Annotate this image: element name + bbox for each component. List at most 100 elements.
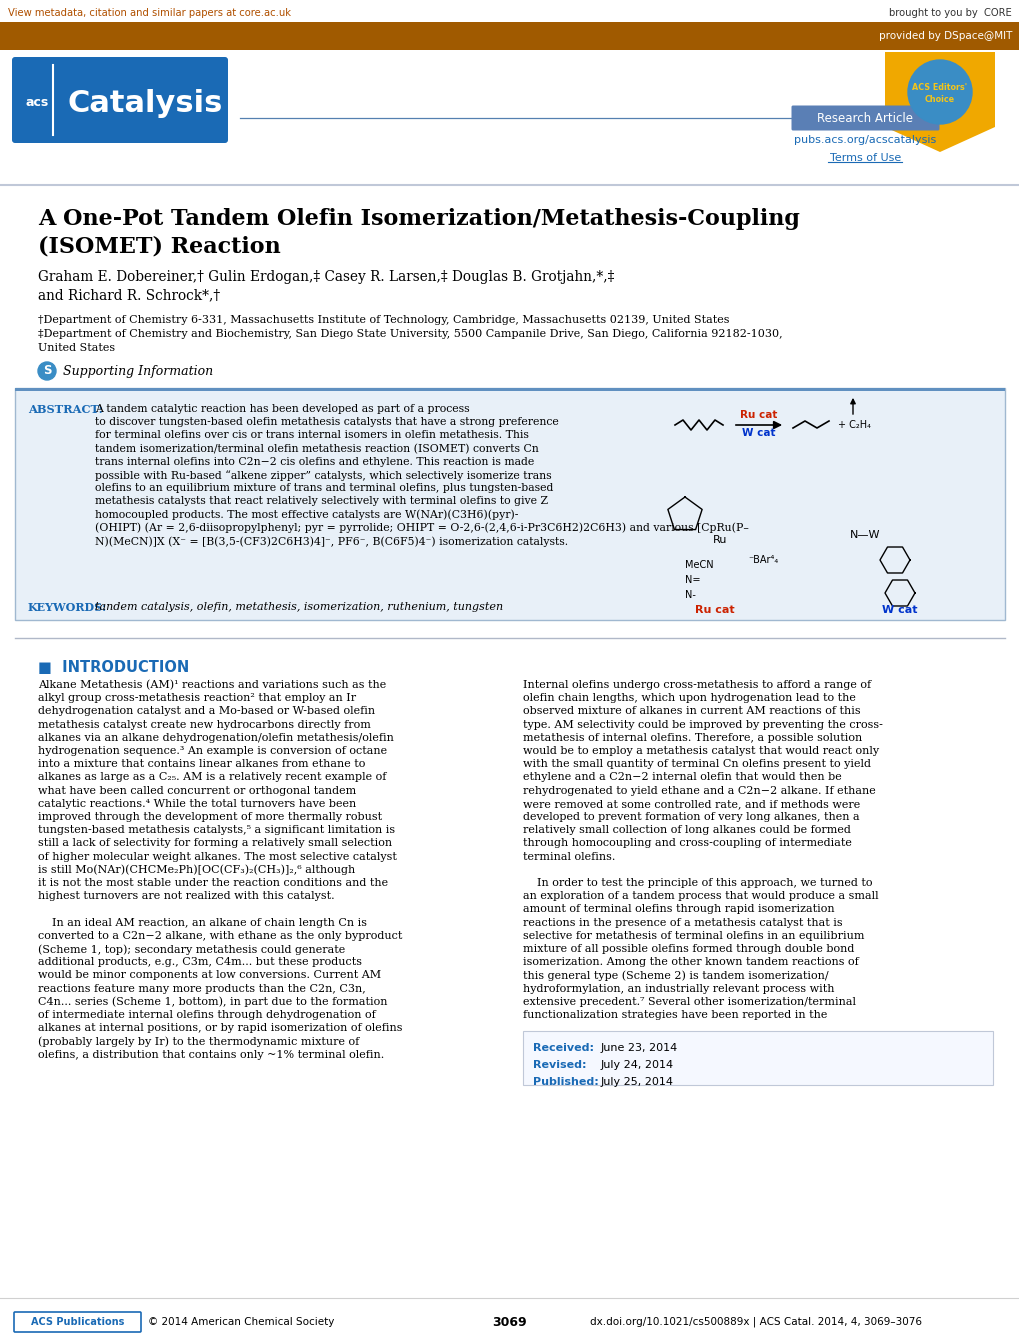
Text: observed mixture of alkanes in current AM reactions of this: observed mixture of alkanes in current A… xyxy=(523,707,860,716)
Text: Ru: Ru xyxy=(712,535,727,546)
Text: converted to a C2n−2 alkane, with ethane as the only byproduct: converted to a C2n−2 alkane, with ethane… xyxy=(38,931,401,940)
Text: © 2014 American Chemical Society: © 2014 American Chemical Society xyxy=(148,1317,334,1327)
Text: alkanes as large as a C₂₅. AM is a relatively recent example of: alkanes as large as a C₂₅. AM is a relat… xyxy=(38,772,386,783)
Text: tandem catalysis, olefin, metathesis, isomerization, ruthenium, tungsten: tandem catalysis, olefin, metathesis, is… xyxy=(95,602,502,612)
Text: highest turnovers are not realized with this catalyst.: highest turnovers are not realized with … xyxy=(38,891,334,902)
Text: olefin chain lengths, which upon hydrogenation lead to the: olefin chain lengths, which upon hydroge… xyxy=(523,694,855,703)
Circle shape xyxy=(907,60,971,124)
Text: Alkane Metathesis (AM)¹ reactions and variations such as the: Alkane Metathesis (AM)¹ reactions and va… xyxy=(38,680,386,690)
Polygon shape xyxy=(884,52,994,152)
Text: for terminal olefins over cis or trans internal isomers in olefin metathesis. Th: for terminal olefins over cis or trans i… xyxy=(95,431,529,440)
Text: with the small quantity of terminal Cn olefins present to yield: with the small quantity of terminal Cn o… xyxy=(523,759,870,770)
Text: C4n... series (Scheme 1, bottom), in part due to the formation: C4n... series (Scheme 1, bottom), in par… xyxy=(38,996,387,1007)
Text: catalytic reactions.⁴ While the total turnovers have been: catalytic reactions.⁴ While the total tu… xyxy=(38,799,356,808)
Circle shape xyxy=(38,362,56,380)
Text: W cat: W cat xyxy=(881,606,917,615)
Text: functionalization strategies have been reported in the: functionalization strategies have been r… xyxy=(523,1010,826,1021)
Text: Internal olefins undergo cross-metathesis to afford a range of: Internal olefins undergo cross-metathesi… xyxy=(523,680,870,690)
Text: MeCN: MeCN xyxy=(685,560,713,570)
Text: United States: United States xyxy=(38,343,115,354)
Text: KEYWORDS:: KEYWORDS: xyxy=(28,602,107,614)
Text: S: S xyxy=(43,364,51,378)
Text: metathesis of internal olefins. Therefore, a possible solution: metathesis of internal olefins. Therefor… xyxy=(523,732,861,743)
Text: were removed at some controlled rate, and if methods were: were removed at some controlled rate, an… xyxy=(523,799,859,808)
Text: would be minor components at low conversions. Current AM: would be minor components at low convers… xyxy=(38,970,381,980)
Text: this general type (Scheme 2) is tandem isomerization/: this general type (Scheme 2) is tandem i… xyxy=(523,970,827,980)
Text: metathesis catalysts that react relatively selectively with terminal olefins to : metathesis catalysts that react relative… xyxy=(95,496,547,507)
Text: In an ideal AM reaction, an alkane of chain length Cn is: In an ideal AM reaction, an alkane of ch… xyxy=(38,918,367,927)
Text: 3069: 3069 xyxy=(492,1315,527,1329)
Text: N-: N- xyxy=(685,590,695,600)
Text: Revised:: Revised: xyxy=(533,1061,586,1070)
Bar xyxy=(0,49,1019,185)
Text: (probably largely by Ir) to the thermodynamic mixture of: (probably largely by Ir) to the thermody… xyxy=(38,1037,359,1047)
Text: olefins to an equilibrium mixture of trans and terminal olefins, plus tungsten-b: olefins to an equilibrium mixture of tra… xyxy=(95,483,553,494)
Text: Research Article: Research Article xyxy=(816,112,913,125)
Text: mixture of all possible olefins formed through double bond: mixture of all possible olefins formed t… xyxy=(523,944,854,954)
Text: what have been called concurrent or orthogonal tandem: what have been called concurrent or orth… xyxy=(38,786,356,795)
Text: Ru cat: Ru cat xyxy=(740,410,776,420)
Text: In order to test the principle of this approach, we turned to: In order to test the principle of this a… xyxy=(523,878,871,888)
Text: dehydrogenation catalyst and a Mo-based or W-based olefin: dehydrogenation catalyst and a Mo-based … xyxy=(38,707,375,716)
Text: A tandem catalytic reaction has been developed as part of a process: A tandem catalytic reaction has been dev… xyxy=(95,404,469,414)
Text: tungsten-based metathesis catalysts,⁵ a significant limitation is: tungsten-based metathesis catalysts,⁵ a … xyxy=(38,826,394,835)
Text: Graham E. Dobereiner,† Gulin Erdogan,‡ Casey R. Larsen,‡ Douglas B. Grotjahn,*,‡: Graham E. Dobereiner,† Gulin Erdogan,‡ C… xyxy=(38,269,613,284)
Text: †Department of Chemistry 6-331, Massachusetts Institute of Technology, Cambridge: †Department of Chemistry 6-331, Massachu… xyxy=(38,315,729,325)
Text: rehydrogenated to yield ethane and a C2n−2 alkane. If ethane: rehydrogenated to yield ethane and a C2n… xyxy=(523,786,875,795)
Text: brought to you by  CORE: brought to you by CORE xyxy=(889,8,1011,17)
Text: terminal olefins.: terminal olefins. xyxy=(523,851,614,862)
Text: alkyl group cross-metathesis reaction² that employ an Ir: alkyl group cross-metathesis reaction² t… xyxy=(38,694,356,703)
Text: alkanes via an alkane dehydrogenation/olefin metathesis/olefin: alkanes via an alkane dehydrogenation/ol… xyxy=(38,732,393,743)
Bar xyxy=(0,21,1019,49)
Text: View metadata, citation and similar papers at core.ac.uk: View metadata, citation and similar pape… xyxy=(8,8,290,17)
Text: + C₂H₄: + C₂H₄ xyxy=(838,420,870,430)
Text: N—W: N—W xyxy=(849,530,879,540)
Text: Received:: Received: xyxy=(533,1043,593,1054)
Text: possible with Ru-based “alkene zipper” catalysts, which selectively isomerize tr: possible with Ru-based “alkene zipper” c… xyxy=(95,470,551,480)
Text: ACS Publications: ACS Publications xyxy=(32,1317,124,1327)
Text: hydrogenation sequence.³ An example is conversion of octane: hydrogenation sequence.³ An example is c… xyxy=(38,746,387,756)
Text: Choice: Choice xyxy=(924,96,954,104)
Text: and Richard R. Schrock*,†: and Richard R. Schrock*,† xyxy=(38,288,220,301)
Text: olefins, a distribution that contains only ~1% terminal olefin.: olefins, a distribution that contains on… xyxy=(38,1050,384,1059)
Text: of intermediate internal olefins through dehydrogenation of: of intermediate internal olefins through… xyxy=(38,1010,375,1021)
Text: W cat: W cat xyxy=(742,428,775,438)
Text: ‡Department of Chemistry and Biochemistry, San Diego State University, 5500 Camp: ‡Department of Chemistry and Biochemistr… xyxy=(38,329,782,339)
Text: type. AM selectivity could be improved by preventing the cross-: type. AM selectivity could be improved b… xyxy=(523,719,882,730)
Text: Supporting Information: Supporting Information xyxy=(63,364,213,378)
Text: isomerization. Among the other known tandem reactions of: isomerization. Among the other known tan… xyxy=(523,958,858,967)
Text: reactions feature many more products than the C2n, C3n,: reactions feature many more products tha… xyxy=(38,983,366,994)
Text: to discover tungsten-based olefin metathesis catalysts that have a strong prefer: to discover tungsten-based olefin metath… xyxy=(95,418,558,427)
Text: ■  INTRODUCTION: ■ INTRODUCTION xyxy=(38,660,190,675)
Text: reactions in the presence of a metathesis catalyst that is: reactions in the presence of a metathesi… xyxy=(523,918,842,927)
Text: June 23, 2014: June 23, 2014 xyxy=(600,1043,678,1054)
Text: (OHIPT) (Ar = 2,6-diisopropylphenyl; pyr = pyrrolide; OHIPT = O-2,6-(2,4,6-i-Pr3: (OHIPT) (Ar = 2,6-diisopropylphenyl; pyr… xyxy=(95,523,748,534)
Text: (ISOMET) Reaction: (ISOMET) Reaction xyxy=(38,235,280,257)
FancyBboxPatch shape xyxy=(791,105,938,131)
Text: dx.doi.org/10.1021/cs500889x | ACS Catal. 2014, 4, 3069–3076: dx.doi.org/10.1021/cs500889x | ACS Catal… xyxy=(589,1317,921,1327)
Text: selective for metathesis of terminal olefins in an equilibrium: selective for metathesis of terminal ole… xyxy=(523,931,864,940)
Text: ABSTRACT:: ABSTRACT: xyxy=(28,404,103,415)
Text: provided by DSpace@MIT: provided by DSpace@MIT xyxy=(877,31,1011,41)
Text: an exploration of a tandem process that would produce a small: an exploration of a tandem process that … xyxy=(523,891,877,902)
Bar xyxy=(523,1031,993,1085)
Text: hydroformylation, an industrially relevant process with: hydroformylation, an industrially releva… xyxy=(523,983,834,994)
Text: improved through the development of more thermally robust: improved through the development of more… xyxy=(38,812,382,822)
Text: N)(MeCN)]X (X⁻ = [B(3,5-(CF3)2C6H3)4]⁻, PF6⁻, B(C6F5)4⁻) isomerization catalysts: N)(MeCN)]X (X⁻ = [B(3,5-(CF3)2C6H3)4]⁻, … xyxy=(95,536,568,547)
Text: extensive precedent.⁷ Several other isomerization/terminal: extensive precedent.⁷ Several other isom… xyxy=(523,996,855,1007)
Text: trans internal olefins into C2n−2 cis olefins and ethylene. This reaction is mad: trans internal olefins into C2n−2 cis ol… xyxy=(95,456,534,467)
Text: (Scheme 1, top); secondary metathesis could generate: (Scheme 1, top); secondary metathesis co… xyxy=(38,944,344,955)
Bar xyxy=(15,388,1004,620)
Text: would be to employ a metathesis catalyst that would react only: would be to employ a metathesis catalyst… xyxy=(523,746,878,756)
Text: July 25, 2014: July 25, 2014 xyxy=(600,1077,674,1087)
Text: it is not the most stable under the reaction conditions and the: it is not the most stable under the reac… xyxy=(38,878,388,888)
Text: acs: acs xyxy=(25,96,49,109)
Text: ⁻BAr⁴₄: ⁻BAr⁴₄ xyxy=(747,555,777,566)
Text: metathesis catalyst create new hydrocarbons directly from: metathesis catalyst create new hydrocarb… xyxy=(38,719,371,730)
Text: additional products, e.g., C3m, C4m... but these products: additional products, e.g., C3m, C4m... b… xyxy=(38,958,362,967)
Text: A One-Pot Tandem Olefin Isomerization/Metathesis-Coupling: A One-Pot Tandem Olefin Isomerization/Me… xyxy=(38,208,799,229)
Text: Ru cat: Ru cat xyxy=(695,606,734,615)
Text: alkanes at internal positions, or by rapid isomerization of olefins: alkanes at internal positions, or by rap… xyxy=(38,1023,403,1034)
FancyBboxPatch shape xyxy=(12,57,228,143)
Text: homocoupled products. The most effective catalysts are W(NAr)(C3H6)(pyr)-: homocoupled products. The most effective… xyxy=(95,510,518,520)
